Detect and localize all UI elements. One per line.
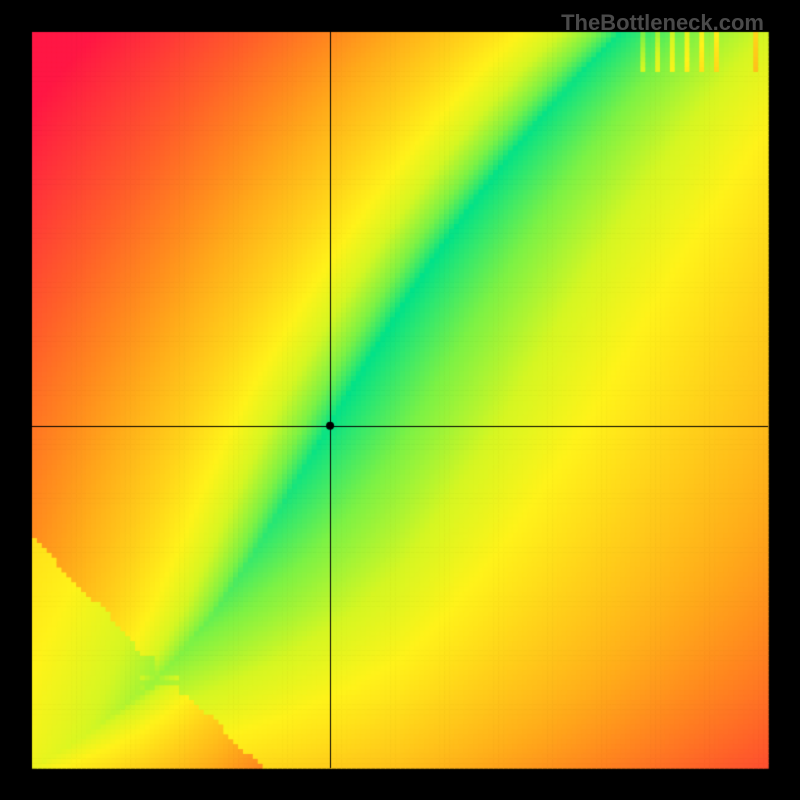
- bottleneck-heatmap: [0, 0, 800, 800]
- chart-container: { "watermark": { "text": "TheBottleneck.…: [0, 0, 800, 800]
